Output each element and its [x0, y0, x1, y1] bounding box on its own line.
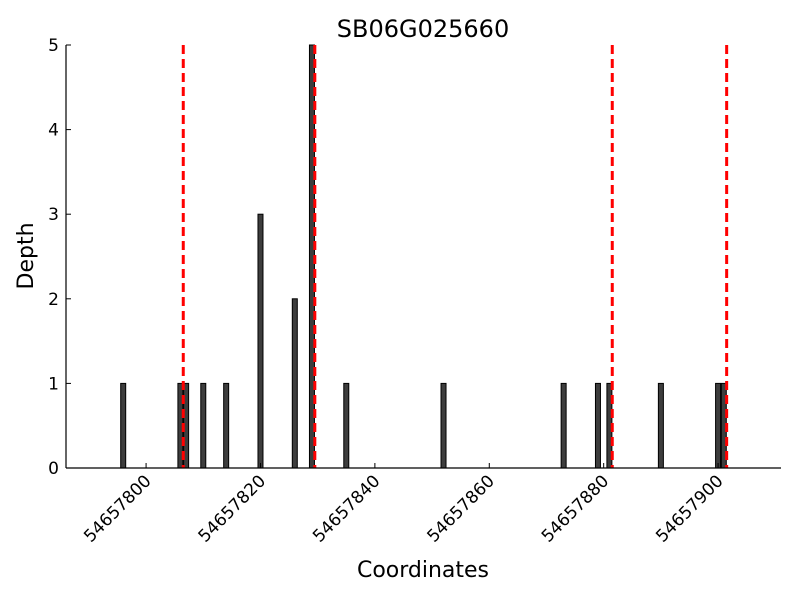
y-ticks-group: 0 1 2 3 4 5 — [48, 36, 71, 479]
x-axis-label: Coordinates — [357, 558, 489, 583]
y-tick-label-5: 5 — [48, 36, 59, 56]
bar-9 — [440, 382, 447, 469]
bar-4 — [223, 382, 230, 469]
bar-8 — [343, 382, 350, 469]
x-tick-label-0: 54657800 — [80, 471, 155, 546]
bar-0 — [120, 382, 127, 469]
y-tick-label-4: 4 — [48, 121, 59, 141]
x-tick-label-2: 54657840 — [309, 471, 384, 546]
bars-group — [120, 44, 727, 469]
bar-14 — [715, 382, 722, 469]
x-tick-label-4: 54657880 — [538, 471, 613, 546]
bar-11 — [594, 382, 601, 469]
chart-title: SB06G025660 — [337, 15, 509, 43]
y-axis-label: Depth — [14, 222, 39, 289]
y-tick-label-2: 2 — [48, 290, 59, 310]
bar-6 — [291, 298, 298, 469]
y-tick-label-1: 1 — [48, 374, 59, 394]
x-tick-label-3: 54657860 — [423, 471, 498, 546]
bar-3 — [200, 382, 207, 469]
x-ticks-group: 54657800 54657820 54657840 54657860 54657880… — [80, 463, 728, 547]
bar-10 — [560, 382, 567, 469]
y-tick-label-0: 0 — [48, 459, 59, 479]
x-tick-label-5: 54657900 — [652, 471, 727, 546]
y-tick-label-3: 3 — [48, 205, 59, 225]
x-tick-label-1: 54657820 — [195, 471, 270, 546]
reference-lines-group — [181, 45, 729, 468]
bar-5 — [257, 213, 264, 469]
bar-13 — [657, 382, 664, 469]
